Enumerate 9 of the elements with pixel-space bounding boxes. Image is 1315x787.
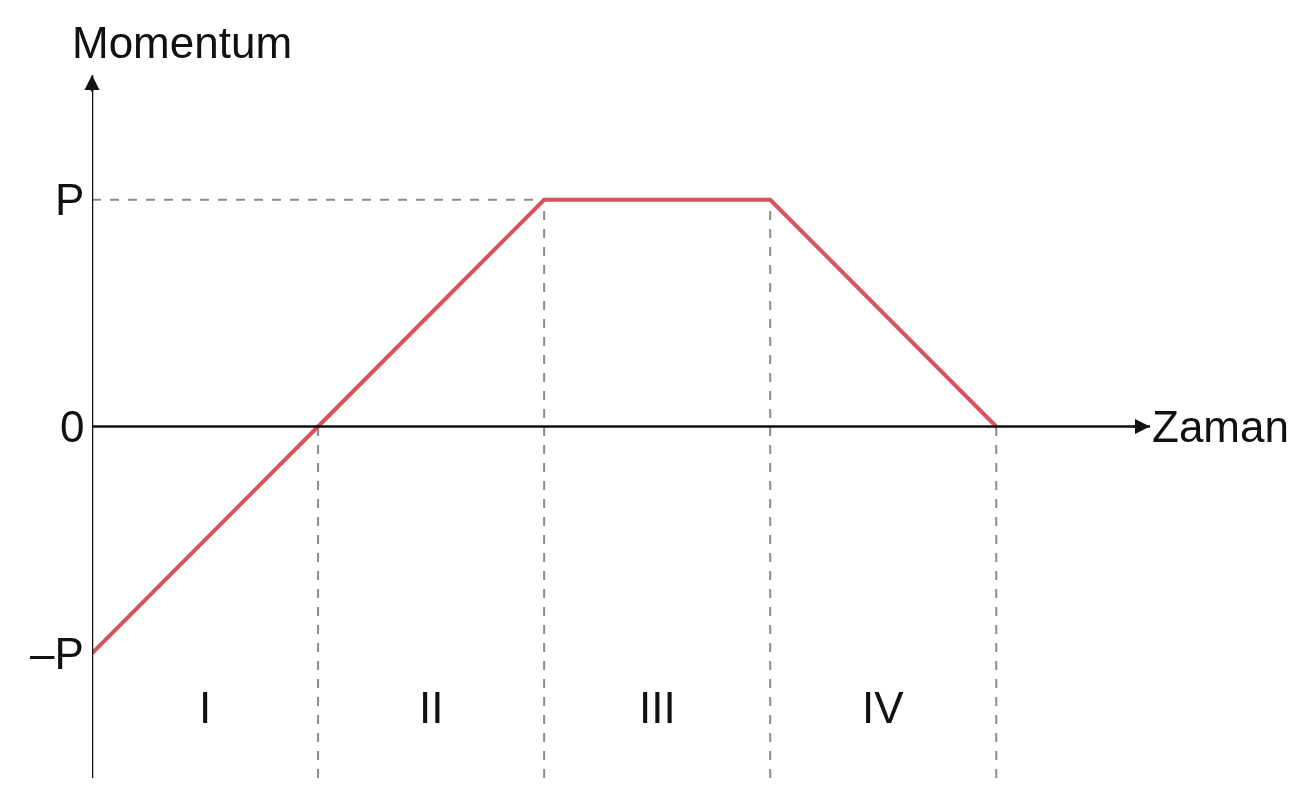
text: 0 [60,402,85,451]
text: P [55,175,85,224]
text: III [639,683,676,732]
text: II [419,683,444,732]
x-axis-title: Zaman [1152,402,1289,451]
y-axis-title: Momentum [72,18,293,67]
text: –P [30,629,84,678]
text: I [199,683,212,732]
text: IV [862,683,905,732]
